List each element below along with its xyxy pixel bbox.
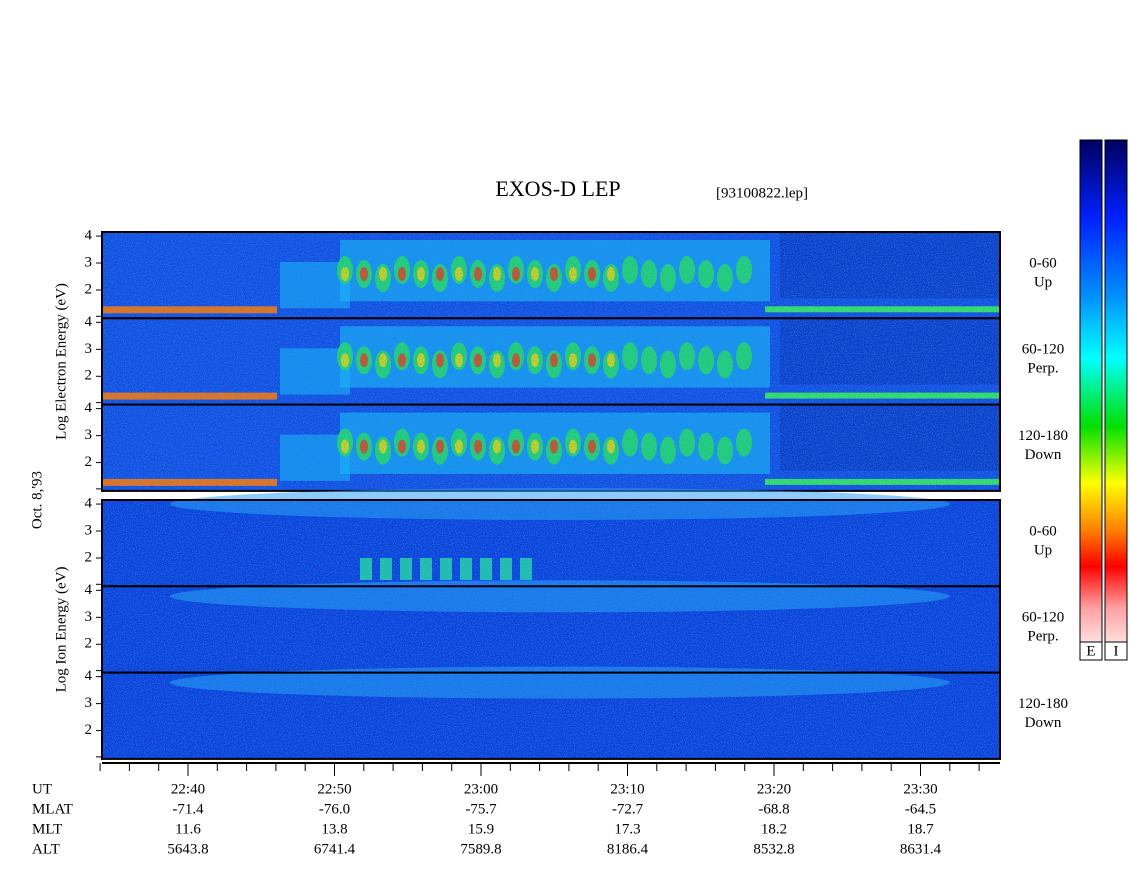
panel-noise	[102, 404, 1000, 491]
y-tick-label: 4	[85, 400, 93, 416]
colorbar	[1079, 139, 1103, 661]
y-tick-label: 3	[85, 695, 93, 711]
panel-label: Up	[1034, 542, 1052, 558]
panel-label: 60-120	[1022, 342, 1065, 358]
x-tick-label: 23:30	[903, 781, 937, 797]
y-tick-label: 3	[85, 341, 93, 357]
ephemeris-value: 8532.8	[753, 841, 794, 857]
y-tick-label: 4	[85, 582, 93, 598]
y-tick-label: 2	[85, 368, 93, 384]
ephemeris-row-label: MLT	[32, 821, 62, 837]
y-tick-label: 3	[85, 254, 93, 270]
panel-noise	[102, 500, 1000, 587]
ephemeris-value: 17.3	[614, 821, 640, 837]
date-label: Oct. 8,'93	[29, 471, 45, 529]
panel-noise	[102, 586, 1000, 673]
panel-label: 0-60	[1029, 255, 1057, 271]
ephemeris-row-label: MLAT	[32, 801, 73, 817]
ephemeris-value: 8186.4	[607, 841, 649, 857]
ephemeris-value: -72.7	[612, 801, 644, 817]
panel-label: Perp.	[1027, 629, 1058, 645]
panel-label: Perp.	[1027, 361, 1058, 377]
ephemeris-value: 18.2	[761, 821, 787, 837]
ephemeris-value: 15.9	[468, 821, 494, 837]
x-tick-label: 22:40	[171, 781, 205, 797]
ephemeris-value: 6741.4	[314, 841, 356, 857]
ephemeris-value: 13.8	[321, 821, 347, 837]
panel-label: 60-120	[1022, 610, 1065, 626]
ephemeris-value: 18.7	[907, 821, 934, 837]
chart-title: EXOS-D LEP	[495, 176, 620, 201]
y-tick-label: 3	[85, 522, 93, 538]
panel-label: Down	[1025, 715, 1062, 731]
ephemeris-value: -76.0	[319, 801, 350, 817]
y-tick-label: 4	[85, 495, 93, 511]
panel-label: 0-60	[1029, 523, 1057, 539]
y-tick-label: 4	[85, 227, 93, 243]
x-tick-label: 23:10	[610, 781, 644, 797]
y-tick-label: 4	[85, 668, 93, 684]
panel-noise	[102, 318, 1000, 405]
y-tick-label: 3	[85, 609, 93, 625]
y-tick-label: 2	[85, 281, 93, 297]
panel-label: 120-180	[1018, 696, 1068, 712]
x-tick-label: 23:00	[464, 781, 498, 797]
panel-label: Down	[1025, 447, 1062, 463]
ephemeris-value: 5643.8	[167, 841, 208, 857]
panel-label: Up	[1034, 274, 1052, 290]
ephemeris-value: 7589.8	[460, 841, 501, 857]
ephemeris-row-label: ALT	[32, 841, 60, 857]
y-tick-label: 2	[85, 722, 93, 738]
colorbar-label-box	[1104, 641, 1128, 661]
colorbar-label: I	[1114, 643, 1119, 659]
panel-frame	[101, 671, 1001, 760]
ephemeris-value: -68.8	[758, 801, 789, 817]
ephemeris-value: 8631.4	[900, 841, 942, 857]
colorbar-label: E	[1086, 643, 1095, 659]
ephemeris-value: -71.4	[172, 801, 204, 817]
y-tick-label: 2	[85, 636, 93, 652]
y-tick-label: 3	[85, 427, 93, 443]
y-tick-label: 2	[85, 454, 93, 470]
ephemeris-value: -64.5	[905, 801, 936, 817]
y-axis-label: Log Ion Energy (eV)	[53, 566, 69, 692]
ephemeris-value: 11.6	[175, 821, 201, 837]
y-axis-label: Log Electron Energy (eV)	[53, 283, 69, 440]
panel-label: 120-180	[1018, 428, 1068, 444]
ephemeris-value: -75.7	[465, 801, 497, 817]
y-tick-label: 4	[85, 314, 93, 330]
panel-noise	[102, 232, 1000, 319]
colorbar	[1104, 139, 1128, 661]
colorbar-label-box	[1079, 641, 1103, 661]
panel-noise	[102, 672, 1000, 759]
x-tick-label: 22:50	[317, 781, 351, 797]
y-tick-label: 2	[85, 549, 93, 565]
ephemeris-row-label: UT	[32, 781, 52, 797]
file-label: [93100822.lep]	[716, 185, 808, 201]
x-tick-label: 23:20	[757, 781, 791, 797]
